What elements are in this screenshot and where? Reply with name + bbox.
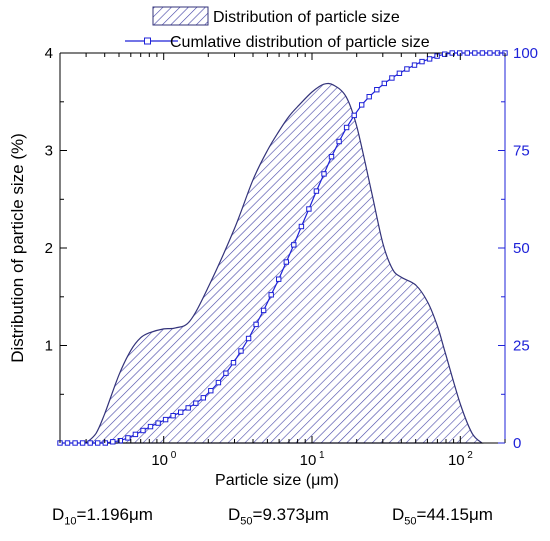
cumulative-marker-33 — [306, 206, 312, 212]
x-tick-label-1: 10 — [300, 452, 317, 469]
cumulative-marker-42 — [374, 87, 380, 93]
cumulative-marker-1 — [64, 440, 71, 446]
cumulative-marker-56 — [479, 50, 486, 56]
y-right-tick-label-0: 0 — [513, 435, 521, 452]
cumulative-marker-10 — [132, 431, 139, 438]
cumulative-marker-51 — [442, 51, 448, 57]
cumulative-marker-54 — [464, 50, 471, 56]
x-tick-label-2: 10 — [448, 452, 465, 469]
cumulative-marker-28 — [268, 292, 274, 298]
cumulative-marker-8 — [117, 438, 123, 444]
cumulative-marker-7 — [110, 439, 116, 445]
cumulative-marker-12 — [147, 423, 154, 430]
footnote-d50-second: D50=44.15μm — [392, 505, 493, 528]
cumulative-marker-14 — [162, 416, 169, 423]
cumulative-marker-19 — [200, 395, 207, 401]
cumulative-marker-9 — [125, 435, 131, 441]
cumulative-marker-52 — [449, 50, 455, 56]
x-tick-exp-0: 0 — [171, 450, 177, 461]
cumulative-marker-43 — [381, 80, 388, 87]
cumulative-marker-3 — [79, 440, 86, 446]
x-axis-title: Particle size (μm) — [215, 472, 339, 489]
y-left-tick-label-1: 2 — [45, 240, 53, 257]
cumulative-marker-20 — [208, 388, 214, 394]
cumulative-marker-4 — [87, 440, 93, 446]
cumulative-marker-15 — [170, 413, 176, 419]
cumulative-marker-5 — [95, 440, 101, 446]
footnote-d50-first: D50=9.373μm — [228, 505, 329, 528]
legend-hatch-swatch — [152, 6, 209, 26]
legend-label-cumulative: Cumlative distribution of particle size — [170, 34, 430, 51]
cumulative-marker-55 — [472, 50, 478, 56]
cumulative-marker-18 — [193, 400, 199, 406]
y-right-tick-label-2: 50 — [513, 240, 530, 257]
cumulative-marker-46 — [404, 66, 410, 72]
cumulative-marker-41 — [366, 94, 372, 100]
cumulative-marker-22 — [223, 370, 229, 376]
legend-label-distribution: Distribution of particle size — [213, 9, 400, 26]
cumulative-marker-37 — [336, 138, 342, 145]
cumulative-marker-34 — [313, 188, 320, 194]
cumulative-marker-39 — [351, 112, 357, 119]
cumulative-marker-47 — [411, 62, 418, 68]
cumulative-marker-57 — [487, 50, 493, 56]
cumulative-marker-36 — [328, 154, 335, 160]
cumulative-marker-35 — [321, 171, 327, 177]
cumulative-marker-27 — [260, 307, 267, 314]
legend-marker-swatch — [144, 37, 151, 45]
cumulative-marker-6 — [102, 440, 108, 446]
cumulative-marker-48 — [419, 58, 425, 65]
cumulative-marker-13 — [155, 420, 161, 426]
cumulative-marker-2 — [72, 440, 78, 446]
cumulative-marker-31 — [291, 242, 297, 248]
cumulative-marker-30 — [283, 259, 290, 265]
cumulative-marker-24 — [238, 348, 244, 354]
footnote-d10: D10=1.196μm — [52, 505, 153, 528]
cumulative-marker-44 — [389, 75, 395, 81]
y-right-tick-label-4: 100 — [513, 45, 538, 62]
cumulative-marker-25 — [245, 335, 252, 342]
x-tick-label-0: 10 — [151, 452, 168, 469]
cumulative-marker-49 — [426, 56, 433, 62]
x-tick-exp-2: 2 — [467, 450, 473, 461]
cumulative-marker-17 — [185, 405, 191, 411]
cumulative-marker-26 — [253, 321, 259, 328]
y-left-tick-label-2: 3 — [45, 143, 53, 160]
cumulative-marker-45 — [396, 70, 403, 76]
y-axis-left-title: Distribution of particle size (%) — [8, 133, 27, 363]
y-right-tick-label-1: 25 — [513, 338, 530, 355]
cumulative-marker-29 — [276, 276, 282, 282]
cumulative-marker-40 — [359, 102, 365, 108]
cumulative-marker-53 — [457, 50, 463, 56]
cumulative-marker-11 — [140, 427, 146, 434]
y-left-tick-label-3: 4 — [45, 45, 53, 62]
cumulative-marker-16 — [178, 409, 184, 415]
cumulative-marker-23 — [230, 360, 237, 366]
y-right-tick-label-3: 75 — [513, 143, 530, 160]
x-tick-exp-1: 1 — [319, 450, 325, 461]
cumulative-marker-21 — [215, 379, 222, 386]
cumulative-marker-32 — [298, 223, 305, 230]
y-left-tick-label-0: 1 — [45, 338, 53, 355]
cumulative-marker-38 — [343, 124, 350, 131]
